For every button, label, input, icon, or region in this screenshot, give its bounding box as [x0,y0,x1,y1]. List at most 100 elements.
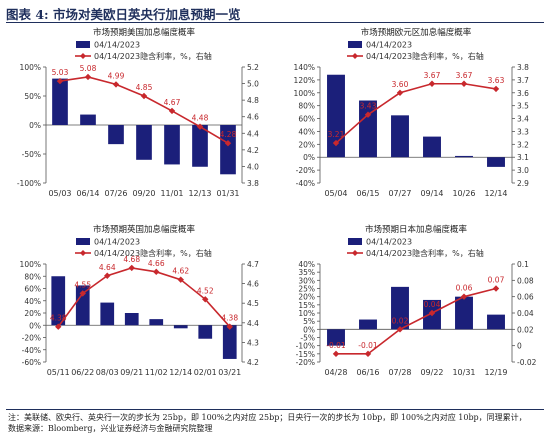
left-tick-label: 80% [298,102,315,111]
rate-data-label: 4.55 [74,280,91,289]
rate-line [335,82,497,144]
rate-marker [177,276,184,283]
x-tick-label: 10/26 [452,189,475,198]
rate-marker [56,77,64,85]
legend-bar-swatch [348,238,362,245]
rate-marker [332,350,340,358]
rate-data-label: 4.99 [108,71,125,80]
chart-us: 市场预期美国加息幅度概率 04/14/202304/14/2023隐含利率，%，右… [17,27,259,198]
rate-data-label: 4.64 [99,263,116,272]
rate-data-label: 3.21 [328,130,345,139]
bar [124,313,139,326]
x-tick-label: 05/03 [48,189,71,198]
left-tick-label: -50% [22,150,41,159]
x-tick-label: 04/28 [324,368,347,377]
rate-marker [396,89,404,96]
rate-marker [460,293,468,300]
right-tick-label: 5.2 [247,63,259,72]
left-tick-label: 100% [20,260,41,269]
chart-eu: 市场预期欧元区加息幅度概率 04/14/202304/14/2023隐含利率，%，… [294,27,530,198]
left-tick-label: 100% [20,63,41,72]
rate-data-label: 4.66 [148,259,165,268]
x-tick-label: 06/16 [356,368,379,377]
bar [455,155,473,158]
x-tick-label: 09/14 [420,189,443,198]
bar [164,125,180,165]
right-tick-label: 3.1 [517,153,529,162]
bar [455,296,473,330]
left-tick-label: 40% [298,260,315,269]
x-tick-label: 01/31 [216,189,239,198]
x-tick-label: 06/15 [356,189,379,198]
right-tick-label: 0.08 [517,276,534,285]
left-tick-label: -60% [22,358,41,367]
bar [198,325,213,339]
legend-bar-label: 04/14/2023 [366,238,412,247]
bar [192,125,208,167]
right-tick-label: 3.5 [517,102,529,111]
rate-marker [112,81,120,88]
rate-data-label: 4.48 [192,114,209,123]
left-tick-label: -15% [296,350,315,359]
x-tick-label: 10/31 [452,368,475,377]
x-tick-label: 12/13 [188,189,211,198]
bar [487,314,505,330]
legend-line-marker [80,53,86,59]
right-tick-label: 3.7 [517,76,529,85]
x-tick-label: 12/14 [484,189,507,198]
right-tick-label: 4.2 [247,146,259,155]
rate-marker [224,140,232,147]
bar [359,100,377,158]
rate-data-label: -0.01 [326,341,346,350]
rate-marker [364,350,372,358]
rate-marker [79,290,86,297]
rate-data-label: 4.85 [136,83,153,92]
right-tick-label: 3.6 [517,89,529,98]
bar [327,74,345,158]
right-tick-label: 4.3 [247,338,259,347]
rate-marker [460,80,468,87]
right-tick-label: 3.0 [517,166,529,175]
left-tick-label: 15% [298,301,315,310]
right-tick-label: 0.06 [517,293,534,302]
left-tick-label: -20% [296,166,315,175]
rate-data-label: 4.62 [172,267,189,276]
rate-data-label: 4.52 [197,286,214,295]
legend-bar-label: 04/14/2023 [366,41,412,50]
bar [80,114,96,125]
rate-marker [396,326,404,333]
left-tick-label: 0% [29,121,41,130]
left-tick-label: -5% [300,334,315,343]
left-tick-label: 10% [298,309,315,318]
right-tick-label: 4.0 [247,162,259,171]
right-tick-label: 2.9 [517,179,529,188]
rate-data-label: 5.03 [52,68,69,77]
rate-line [57,267,231,328]
rate-data-label: 3.67 [456,71,473,80]
right-tick-label: 3.8 [517,63,529,72]
x-tick-label: 06/14 [76,189,99,198]
bar [222,325,237,359]
footer-note: 注：美联储、欧央行、英央行一次的步长为 25bp，即 100%之内对应 25bp… [8,413,527,422]
legend-line-marker [80,250,86,256]
title-divider [6,22,544,23]
right-tick-label: 4.6 [247,113,259,122]
left-tick-label: -100% [17,179,41,188]
left-tick-label: 20% [298,293,315,302]
right-tick-label: 4.6 [247,280,259,289]
left-tick-label: -20% [296,358,315,367]
right-tick-label: -0.02 [517,358,537,367]
left-tick-label: -10% [296,342,315,351]
left-tick-label: 80% [24,272,41,281]
rate-marker [196,123,204,130]
rate-marker [428,80,436,87]
x-tick-label: 12/14 [169,368,192,377]
x-tick-label: 12/19 [484,368,507,377]
legend-line-label: 04/14/2023隐含利率，%，右轴 [366,248,484,258]
rate-data-label: 0.06 [456,284,473,293]
x-tick-label: 03/21 [218,368,241,377]
x-tick-label: 07/27 [388,189,411,198]
bar [173,325,188,329]
bar [391,115,409,158]
